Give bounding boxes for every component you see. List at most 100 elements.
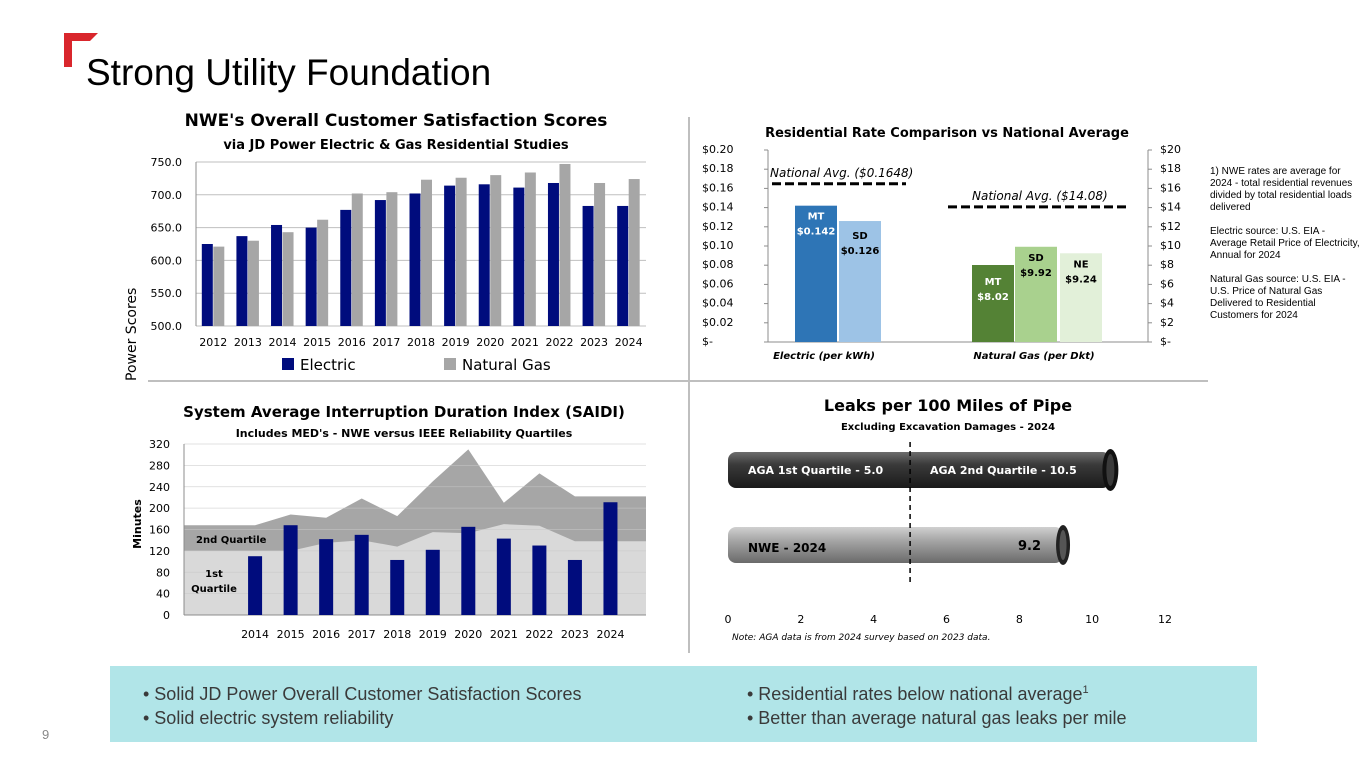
sat-xtick-label: 2022: [545, 336, 573, 349]
footnote-electric-source: Electric source: U.S. EIA - Average Reta…: [1210, 226, 1360, 261]
takeaway-box: [110, 666, 1257, 742]
rate-bar-value: $9.92: [1020, 268, 1052, 279]
nwe-bar-value: 9.2: [1018, 539, 1041, 554]
sat-bar-electric: [409, 193, 421, 326]
sat-xtick-label: 2014: [269, 336, 297, 349]
rate-bar-gas-sd: [1015, 246, 1057, 342]
nwe-bar-label: NWE - 2024: [748, 541, 826, 555]
saidi-nwe-bar: [532, 545, 547, 615]
saidi-xtick-label: 2014: [241, 628, 269, 641]
sat-ytick-label: 600.0: [151, 254, 183, 267]
sat-ytick-label: 700.0: [151, 189, 183, 202]
rates-right-tick-label: $20: [1160, 143, 1181, 156]
leaks-subtitle: Excluding Excavation Damages - 2024: [841, 422, 1055, 433]
rates-left-tick-label: $0.18: [702, 162, 734, 175]
sat-bar-gas: [490, 175, 502, 326]
sat-xtick-label: 2013: [234, 336, 262, 349]
sat-bar-electric: [478, 184, 490, 326]
rate-bar-value: $8.02: [977, 292, 1009, 303]
rates-right-tick-label: $18: [1160, 162, 1181, 175]
saidi-nwe-bar: [603, 502, 618, 615]
bullet-rates-text: • Residential rates below national avera…: [747, 684, 1083, 704]
vertical-divider: [688, 117, 690, 653]
q2-area-label: 2nd Quartile: [196, 535, 267, 546]
sat-bar-electric: [513, 187, 525, 326]
saidi-nwe-bar: [425, 549, 440, 615]
rates-right-tick-label: $8: [1160, 258, 1174, 271]
rates-right-tick-label: $6: [1160, 277, 1174, 290]
national-avg-gas-label: National Avg. ($14.08): [972, 189, 1108, 203]
sat-bar-electric: [582, 205, 594, 326]
saidi-nwe-bar: [283, 525, 298, 615]
sat-bar-electric: [374, 200, 386, 326]
rate-bar-gas-mt: [972, 265, 1014, 342]
sat-bar-gas: [282, 232, 294, 326]
horizontal-divider: [148, 380, 1208, 382]
nwe-pipe-end-inner: [1059, 530, 1067, 560]
rates-left-tick-label: $0.12: [702, 220, 734, 233]
electric-group-label: Electric (per kWh): [773, 351, 875, 362]
leaks-xtick-label: 0: [725, 613, 732, 626]
sat-xtick-label: 2017: [372, 336, 400, 349]
leaks-xtick-label: 4: [870, 613, 877, 626]
sat-bar-gas: [247, 240, 259, 326]
saidi-xtick-label: 2019: [419, 628, 447, 641]
sat-bar-gas: [421, 179, 432, 326]
sat-xtick-label: 2021: [511, 336, 539, 349]
rate-bar-name: MT: [808, 212, 825, 223]
rate-bar-gas-ne: [1060, 253, 1102, 342]
saidi-ytick-label: 80: [156, 566, 170, 579]
leaks-xtick-label: 10: [1085, 613, 1099, 626]
bullet-satisfaction: • Solid JD Power Overall Customer Satisf…: [143, 684, 582, 704]
sat-xtick-label: 2019: [442, 336, 470, 349]
saidi-nwe-bar: [248, 556, 263, 615]
rates-left-tick-label: $0.10: [702, 239, 734, 252]
saidi-title: System Average Interruption Duration Ind…: [183, 403, 625, 421]
saidi-ytick-label: 40: [156, 588, 170, 601]
saidi-xtick-label: 2016: [312, 628, 340, 641]
sat-xtick-label: 2023: [580, 336, 608, 349]
q1-area: [184, 524, 646, 615]
saidi-ytick-label: 0: [163, 609, 170, 622]
saidi-subtitle: Includes MED's - NWE versus IEEE Reliabi…: [236, 427, 573, 440]
saidi-nwe-bar: [354, 534, 369, 615]
leaks-xtick-label: 2: [797, 613, 804, 626]
aga-q1-label: AGA 1st Quartile - 5.0: [748, 464, 884, 477]
rates-title: Residential Rate Comparison vs National …: [765, 126, 1129, 141]
aga-q2-label: AGA 2nd Quartile - 10.5: [930, 464, 1077, 477]
satisfaction-subtitle: via JD Power Electric & Gas Residential …: [223, 138, 569, 153]
sat-ytick-label: 500.0: [151, 320, 183, 333]
rate-comparison-chart: Residential Rate Comparison vs National …: [702, 126, 1181, 362]
sat-bar-gas: [455, 177, 467, 326]
rates-left-tick-label: $0.06: [702, 277, 734, 290]
footnote-gas-source: Natural Gas source: U.S. EIA - U.S. Pric…: [1210, 274, 1346, 321]
sat-xtick-label: 2024: [615, 336, 643, 349]
sat-bar-electric: [444, 185, 456, 326]
sat-bar-gas: [559, 163, 571, 326]
sat-bar-gas: [628, 179, 640, 326]
rates-left-tick-label: $0.14: [702, 201, 734, 214]
sat-bar-gas: [213, 246, 225, 326]
rates-right-tick-label: $10: [1160, 239, 1181, 252]
saidi-xtick-label: 2018: [383, 628, 411, 641]
rates-left-tick-label: $0.16: [702, 181, 734, 194]
bullet-rates: • Residential rates below national avera…: [747, 684, 1089, 705]
saidi-chart: System Average Interruption Duration Ind…: [131, 403, 646, 641]
saidi-nwe-bar: [496, 538, 511, 615]
legend-gas-label: Natural Gas: [462, 356, 551, 374]
leaks-title: Leaks per 100 Miles of Pipe: [824, 396, 1072, 415]
aga-pipe-end-inner: [1106, 454, 1115, 486]
rate-bar-name: SD: [1028, 253, 1044, 264]
rate-bar-electric-sd: [839, 221, 881, 342]
leaks-xtick-label: 12: [1158, 613, 1172, 626]
sat-ytick-label: 650.0: [151, 222, 183, 235]
satisfaction-chart: NWE's Overall Customer Satisfaction Scor…: [124, 111, 646, 380]
sat-xtick-label: 2020: [476, 336, 504, 349]
saidi-xtick-label: 2023: [561, 628, 589, 641]
leaks-note: Note: AGA data is from 2024 survey based…: [732, 633, 990, 643]
saidi-ytick-label: 240: [149, 481, 170, 494]
satisfaction-title: NWE's Overall Customer Satisfaction Scor…: [185, 111, 608, 131]
leaks-xtick-label: 6: [943, 613, 950, 626]
rates-right-tick-label: $-: [1160, 335, 1171, 348]
bullet-leaks: • Better than average natural gas leaks …: [747, 708, 1127, 728]
